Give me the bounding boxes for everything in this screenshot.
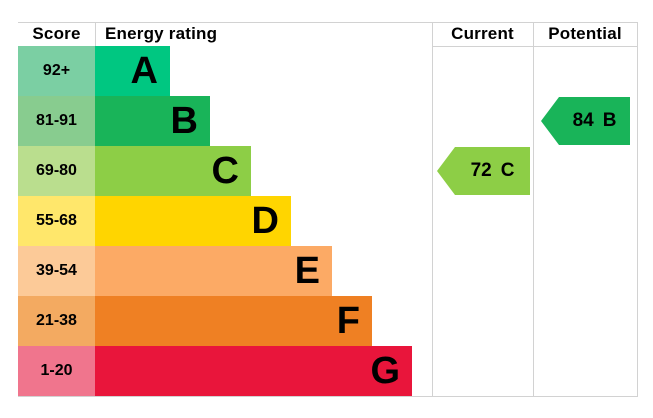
header-bottom-border: [432, 46, 637, 47]
current-rating-band: C: [500, 160, 515, 181]
band-bar-b: B: [95, 96, 210, 146]
band-letter-b: B: [170, 100, 198, 142]
current-column-left-border: [432, 22, 433, 396]
band-bar-g: G: [95, 346, 412, 396]
band-row-e: 39-54 E: [18, 246, 332, 296]
current-rating-arrow: 72 C: [437, 147, 530, 195]
table-right-border: [637, 22, 638, 396]
band-row-d: 55-68 D: [18, 196, 291, 246]
table-top-border: [18, 22, 638, 23]
band-row-f: 21-38 F: [18, 296, 372, 346]
potential-column-header: Potential: [548, 24, 622, 43]
score-range-g: 1-20: [18, 346, 95, 396]
score-range-f: 21-38: [18, 296, 95, 346]
potential-rating-arrow: 84 B: [541, 97, 630, 145]
score-range-c: 69-80: [18, 146, 95, 196]
band-row-c: 69-80 C: [18, 146, 251, 196]
score-column-divider: [95, 22, 96, 46]
band-bar-c: C: [95, 146, 251, 196]
band-letter-a: A: [130, 50, 158, 92]
band-bar-e: E: [95, 246, 332, 296]
band-letter-c: C: [211, 150, 239, 192]
band-bar-d: D: [95, 196, 291, 246]
current-rating-value: 72: [470, 160, 492, 181]
current-column-header: Current: [451, 24, 514, 43]
score-range-b: 81-91: [18, 96, 95, 146]
potential-rating-value: 84: [572, 110, 594, 131]
band-letter-g: G: [370, 350, 400, 392]
band-letter-f: F: [336, 300, 360, 342]
score-range-e: 39-54: [18, 246, 95, 296]
band-letter-d: D: [251, 200, 279, 242]
energy-rating-column-header: Energy rating: [105, 24, 218, 43]
band-row-a: 92+ A: [18, 46, 170, 96]
table-bottom-border: [18, 396, 638, 397]
band-row-b: 81-91 B: [18, 96, 210, 146]
potential-rating-band: B: [602, 110, 617, 131]
band-bar-a: A: [95, 46, 170, 96]
score-column-header: Score: [32, 24, 81, 43]
potential-column-left-border: [533, 22, 534, 396]
score-range-a: 92+: [18, 46, 95, 96]
score-range-d: 55-68: [18, 196, 95, 246]
band-bar-f: F: [95, 296, 372, 346]
band-row-g: 1-20 G: [18, 346, 412, 396]
band-letter-e: E: [294, 250, 320, 292]
